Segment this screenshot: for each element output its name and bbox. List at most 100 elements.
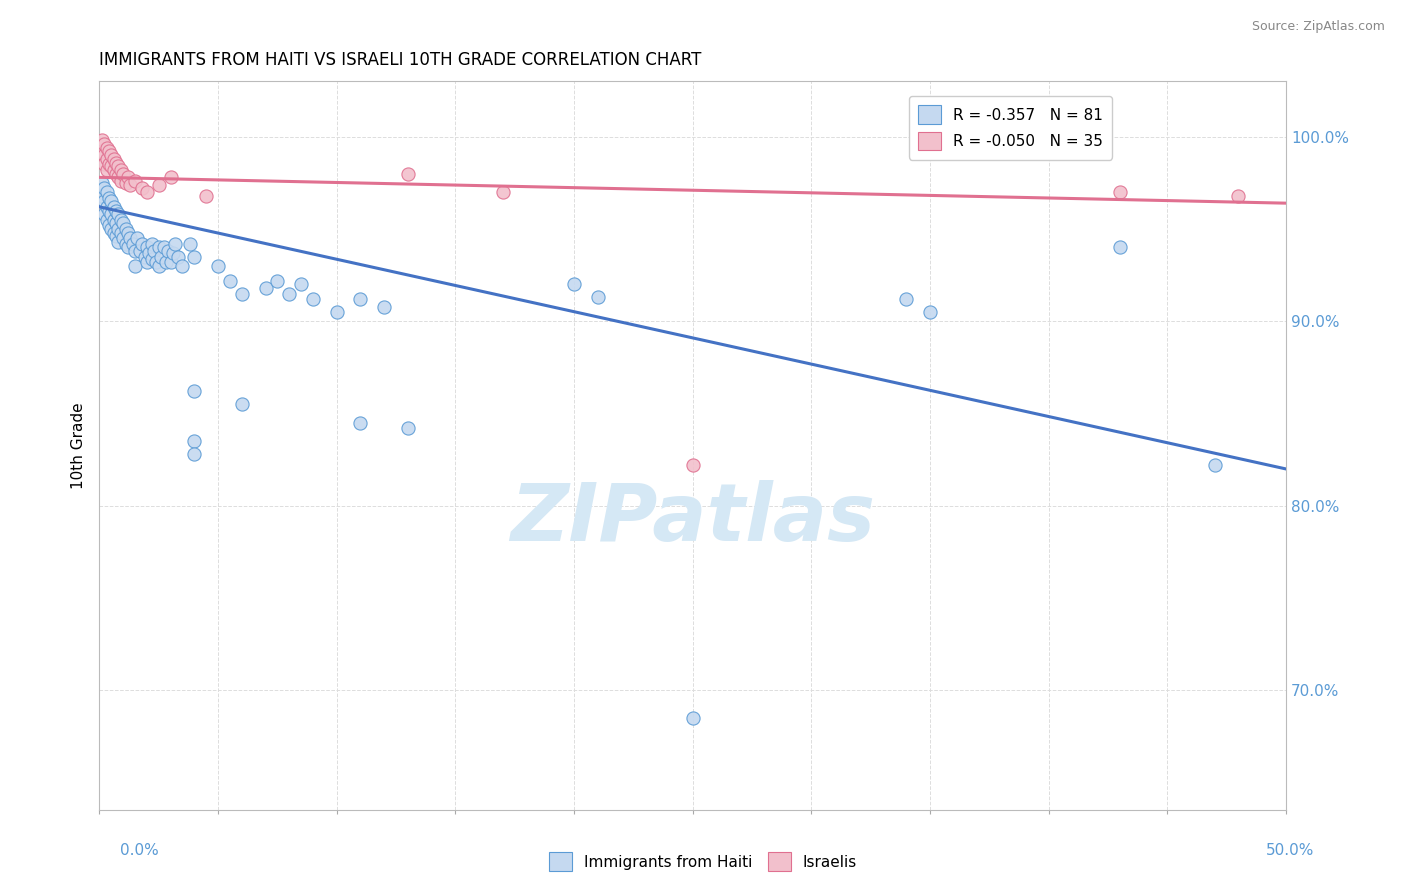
Point <box>179 236 201 251</box>
Point <box>114 236 136 251</box>
Point <box>114 176 136 190</box>
Text: 50.0%: 50.0% <box>1267 843 1315 858</box>
Point <box>124 244 146 259</box>
Point <box>155 255 177 269</box>
Point <box>682 458 704 473</box>
Point <box>183 384 205 399</box>
Text: ZIPatlas: ZIPatlas <box>510 480 875 558</box>
Point <box>128 244 150 259</box>
Legend: Immigrants from Haiti, Israelis: Immigrants from Haiti, Israelis <box>543 847 863 877</box>
Point <box>96 163 118 178</box>
Point <box>278 286 301 301</box>
Point <box>157 244 180 259</box>
Point <box>90 188 112 202</box>
Point <box>166 250 188 264</box>
Point <box>159 170 181 185</box>
Point <box>135 255 157 269</box>
Point <box>96 200 118 214</box>
Point <box>150 250 173 264</box>
Point <box>159 255 181 269</box>
Point <box>93 194 115 209</box>
Point <box>266 274 288 288</box>
Point <box>165 236 187 251</box>
Point <box>103 152 125 166</box>
Point <box>107 207 129 221</box>
Point <box>207 259 229 273</box>
Point <box>100 222 122 236</box>
Point <box>1204 458 1226 473</box>
Point <box>141 252 163 266</box>
Legend: R = -0.357   N = 81, R = -0.050   N = 35: R = -0.357 N = 81, R = -0.050 N = 35 <box>908 96 1112 160</box>
Point <box>96 212 118 227</box>
Point <box>138 246 160 260</box>
Point <box>103 200 125 214</box>
Point <box>134 250 156 264</box>
Point <box>120 231 142 245</box>
Point <box>124 259 146 273</box>
Point <box>290 277 312 292</box>
Point <box>1108 240 1130 254</box>
Point <box>93 207 115 221</box>
Point <box>90 176 112 190</box>
Point <box>127 231 149 245</box>
Point <box>135 185 157 199</box>
Point <box>492 185 515 199</box>
Point <box>183 250 205 264</box>
Point <box>110 212 132 227</box>
Point <box>896 292 918 306</box>
Point <box>131 236 153 251</box>
Point <box>183 447 205 461</box>
Point <box>103 212 125 227</box>
Point <box>143 244 166 259</box>
Point <box>254 281 277 295</box>
Point <box>97 145 120 159</box>
Point <box>112 167 135 181</box>
Point <box>105 203 128 218</box>
Point <box>110 226 132 240</box>
Point <box>107 235 129 249</box>
Point <box>107 222 129 236</box>
Point <box>231 286 253 301</box>
Point <box>100 194 122 209</box>
Point <box>121 236 143 251</box>
Point <box>562 277 585 292</box>
Point <box>105 167 128 181</box>
Point <box>124 174 146 188</box>
Point <box>112 231 135 245</box>
Point <box>93 148 115 162</box>
Point <box>117 170 139 185</box>
Point <box>131 181 153 195</box>
Point <box>302 292 325 306</box>
Point <box>110 174 132 188</box>
Point <box>96 141 118 155</box>
Point <box>93 137 115 152</box>
Point <box>105 155 128 169</box>
Point <box>326 305 349 319</box>
Point <box>97 203 120 218</box>
Point <box>141 236 163 251</box>
Point <box>135 240 157 254</box>
Point <box>112 217 135 231</box>
Point <box>1108 185 1130 199</box>
Point <box>117 240 139 254</box>
Point <box>349 292 371 306</box>
Point <box>396 167 419 181</box>
Point <box>114 222 136 236</box>
Point <box>231 397 253 411</box>
Point <box>100 148 122 162</box>
Point <box>162 246 184 260</box>
Point <box>1227 188 1250 202</box>
Point <box>586 290 609 304</box>
Text: IMMIGRANTS FROM HAITI VS ISRAELI 10TH GRADE CORRELATION CHART: IMMIGRANTS FROM HAITI VS ISRAELI 10TH GR… <box>100 51 702 69</box>
Text: 0.0%: 0.0% <box>120 843 159 858</box>
Point <box>105 229 128 244</box>
Text: Source: ZipAtlas.com: Source: ZipAtlas.com <box>1251 20 1385 33</box>
Point <box>918 305 941 319</box>
Point <box>219 274 242 288</box>
Point <box>100 207 122 221</box>
Point <box>100 159 122 173</box>
Point <box>152 240 174 254</box>
Point <box>103 226 125 240</box>
Point <box>148 178 170 192</box>
Point <box>172 259 194 273</box>
